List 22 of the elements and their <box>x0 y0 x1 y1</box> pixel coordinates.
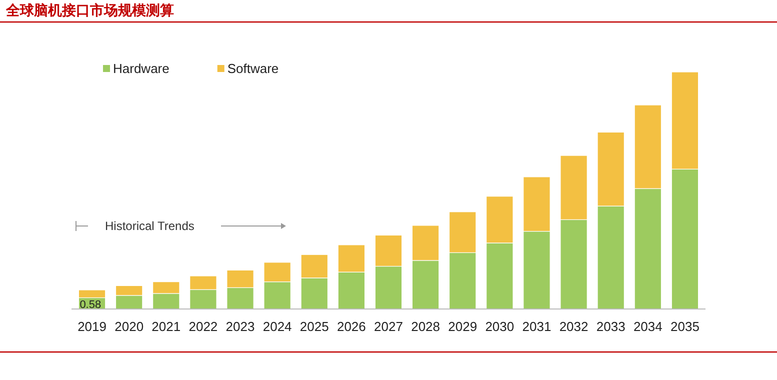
x-tick-label: 2019 <box>78 319 106 334</box>
x-tick-label: 2026 <box>336 319 366 334</box>
legend-label: Hardware <box>113 61 170 76</box>
x-tick-label: 2034 <box>633 319 662 334</box>
x-tick-label: 2028 <box>411 319 440 334</box>
legend-label: Software <box>227 61 279 76</box>
x-tick-label: 2022 <box>188 319 218 334</box>
x-tick-label: 2024 <box>262 319 292 334</box>
x-tick-label: 2030 <box>485 319 514 334</box>
x-tick-label: 2031 <box>522 319 552 334</box>
x-tick-label: 2029 <box>448 319 478 334</box>
x-tick-label: 2021 <box>152 319 181 334</box>
chart-title: 全球脑机接口市场规模测算 <box>5 2 174 19</box>
x-tick-label: 2035 <box>670 319 700 334</box>
annotation: Historical Trends <box>105 219 194 233</box>
x-tick-label: 2032 <box>559 319 588 334</box>
x-tick-label: 2027 <box>374 319 403 334</box>
x-tick-label: 2025 <box>300 319 329 334</box>
x-tick-label: 2033 <box>596 319 626 334</box>
data-label: 0.58 <box>80 299 102 311</box>
x-tick-label: 2023 <box>226 319 255 334</box>
x-tick-label: 2020 <box>114 319 144 334</box>
